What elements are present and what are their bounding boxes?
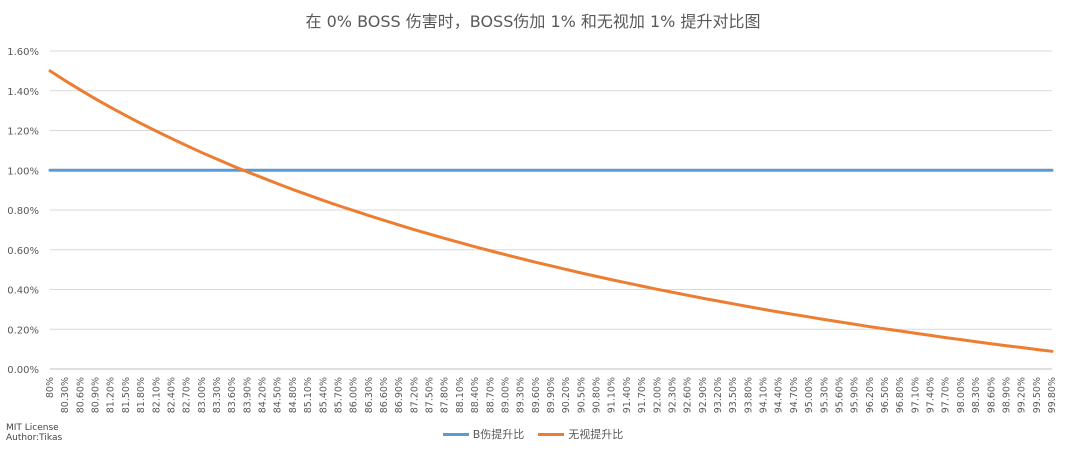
x-tick-label: 95.00% [804, 377, 815, 413]
x-tick-label: 93.50% [728, 377, 739, 413]
x-tick-label: 98.90% [1001, 377, 1012, 413]
x-tick-label: 90.20% [561, 377, 572, 413]
x-tick-label: 97.10% [910, 377, 921, 413]
x-tick-label: 83.90% [242, 377, 253, 413]
x-tick-label: 92.00% [652, 377, 663, 413]
y-tick-label: 0.00% [7, 365, 39, 376]
x-tick-label: 96.80% [895, 377, 906, 413]
x-tick-label: 90.50% [576, 377, 587, 413]
y-tick-label: 1.00% [7, 166, 39, 177]
x-tick-label: 94.70% [789, 377, 800, 413]
x-tick-label: 86.00% [349, 377, 360, 413]
legend-label-b-damage: B伤提升比 [472, 428, 525, 441]
chart-title: 在 0% BOSS 伤害时，BOSS伤加 1% 和无视加 1% 提升对比图 [305, 12, 761, 31]
x-tick-label: 84.80% [288, 377, 299, 413]
y-tick-label: 0.40% [7, 286, 39, 297]
x-tick-label: 80.60% [75, 377, 86, 413]
x-tick-label: 92.90% [698, 377, 709, 413]
x-tick-label: 81.20% [106, 377, 117, 413]
x-tick-label: 92.30% [667, 377, 678, 413]
credits: MIT License Author:Tikas [6, 423, 62, 443]
x-tick-label: 82.40% [166, 377, 177, 413]
x-tick-label: 81.80% [136, 377, 147, 413]
x-tick-label: 95.30% [819, 377, 830, 413]
x-tick-label: 94.10% [759, 377, 770, 413]
x-tick-label: 89.90% [546, 377, 557, 413]
x-tick-label: 83.60% [227, 377, 238, 413]
series-line-ignore-def [48, 69, 1054, 353]
legend-item-b-damage: B伤提升比 [442, 426, 525, 442]
x-tick-label: 85.40% [318, 377, 329, 413]
y-tick-label: 1.60% [7, 47, 39, 58]
x-tick-label: 84.50% [273, 377, 284, 413]
x-tick-label: 90.80% [592, 377, 603, 413]
x-tick-label: 94.40% [774, 377, 785, 413]
x-tick-label: 93.20% [713, 377, 724, 413]
x-tick-label: 84.20% [258, 377, 269, 413]
author-text: Author:Tikas [6, 433, 63, 443]
x-tick-label: 80.30% [60, 377, 71, 413]
x-tick-label: 96.20% [865, 377, 876, 413]
x-tick-label: 96.50% [880, 377, 891, 413]
x-tick-label: 82.10% [151, 377, 162, 413]
x-tick-label: 87.50% [425, 377, 436, 413]
y-tick-label: 1.40% [7, 87, 39, 98]
x-tick-label: 82.70% [182, 377, 193, 413]
x-tick-label: 98.60% [986, 377, 997, 413]
y-tick-label: 0.80% [7, 206, 39, 217]
x-tick-label: 91.40% [622, 377, 633, 413]
x-tick-label: 89.00% [500, 377, 511, 413]
x-tick-label: 88.70% [485, 377, 496, 413]
x-tick-label: 88.10% [455, 377, 466, 413]
x-tick-label: 97.40% [926, 377, 937, 413]
legend-swatch-ignore-def [538, 432, 565, 436]
x-tick-label: 87.80% [440, 377, 451, 413]
legend-label-ignore-def: 无视提升比 [568, 428, 624, 441]
x-tick-label: 85.70% [333, 377, 344, 413]
x-tick-label: 99.50% [1032, 377, 1043, 413]
x-tick-label: 95.90% [850, 377, 861, 413]
legend: B伤提升比 无视提升比 [0, 426, 1066, 442]
x-tick-label: 88.40% [470, 377, 481, 413]
x-tick-label: 86.60% [379, 377, 390, 413]
y-tick-label: 0.20% [7, 325, 39, 336]
x-tick-label: 85.10% [303, 377, 314, 413]
x-tick-label: 97.70% [941, 377, 952, 413]
x-tick-label: 98.30% [971, 377, 982, 413]
x-tick-label: 98.00% [956, 377, 967, 413]
x-tick-label: 80.90% [91, 377, 102, 413]
x-tick-label: 99.20% [1017, 377, 1028, 413]
x-tick-label: 86.90% [394, 377, 405, 413]
x-tick-label: 91.70% [637, 377, 648, 413]
x-tick-label: 99.80% [1047, 377, 1058, 413]
y-tick-label: 1.20% [7, 127, 39, 138]
x-tick-label: 91.10% [607, 377, 618, 413]
x-tick-label: 95.60% [834, 377, 845, 413]
x-tick-label: 86.30% [364, 377, 375, 413]
y-tick-label: 0.60% [7, 246, 39, 257]
legend-swatch-b-damage [442, 432, 469, 436]
legend-item-ignore-def: 无视提升比 [538, 426, 623, 442]
x-tick-label: 92.60% [683, 377, 694, 413]
x-tick-label: 81.50% [121, 377, 132, 413]
license-text: MIT License [6, 423, 59, 433]
x-tick-label: 93.80% [743, 377, 754, 413]
x-tick-label: 89.60% [531, 377, 542, 413]
x-tick-label: 87.20% [409, 377, 420, 413]
x-tick-label: 83.00% [197, 377, 208, 413]
x-tick-label: 80% [45, 377, 56, 398]
x-tick-label: 83.30% [212, 377, 223, 413]
x-tick-label: 89.30% [516, 377, 527, 413]
